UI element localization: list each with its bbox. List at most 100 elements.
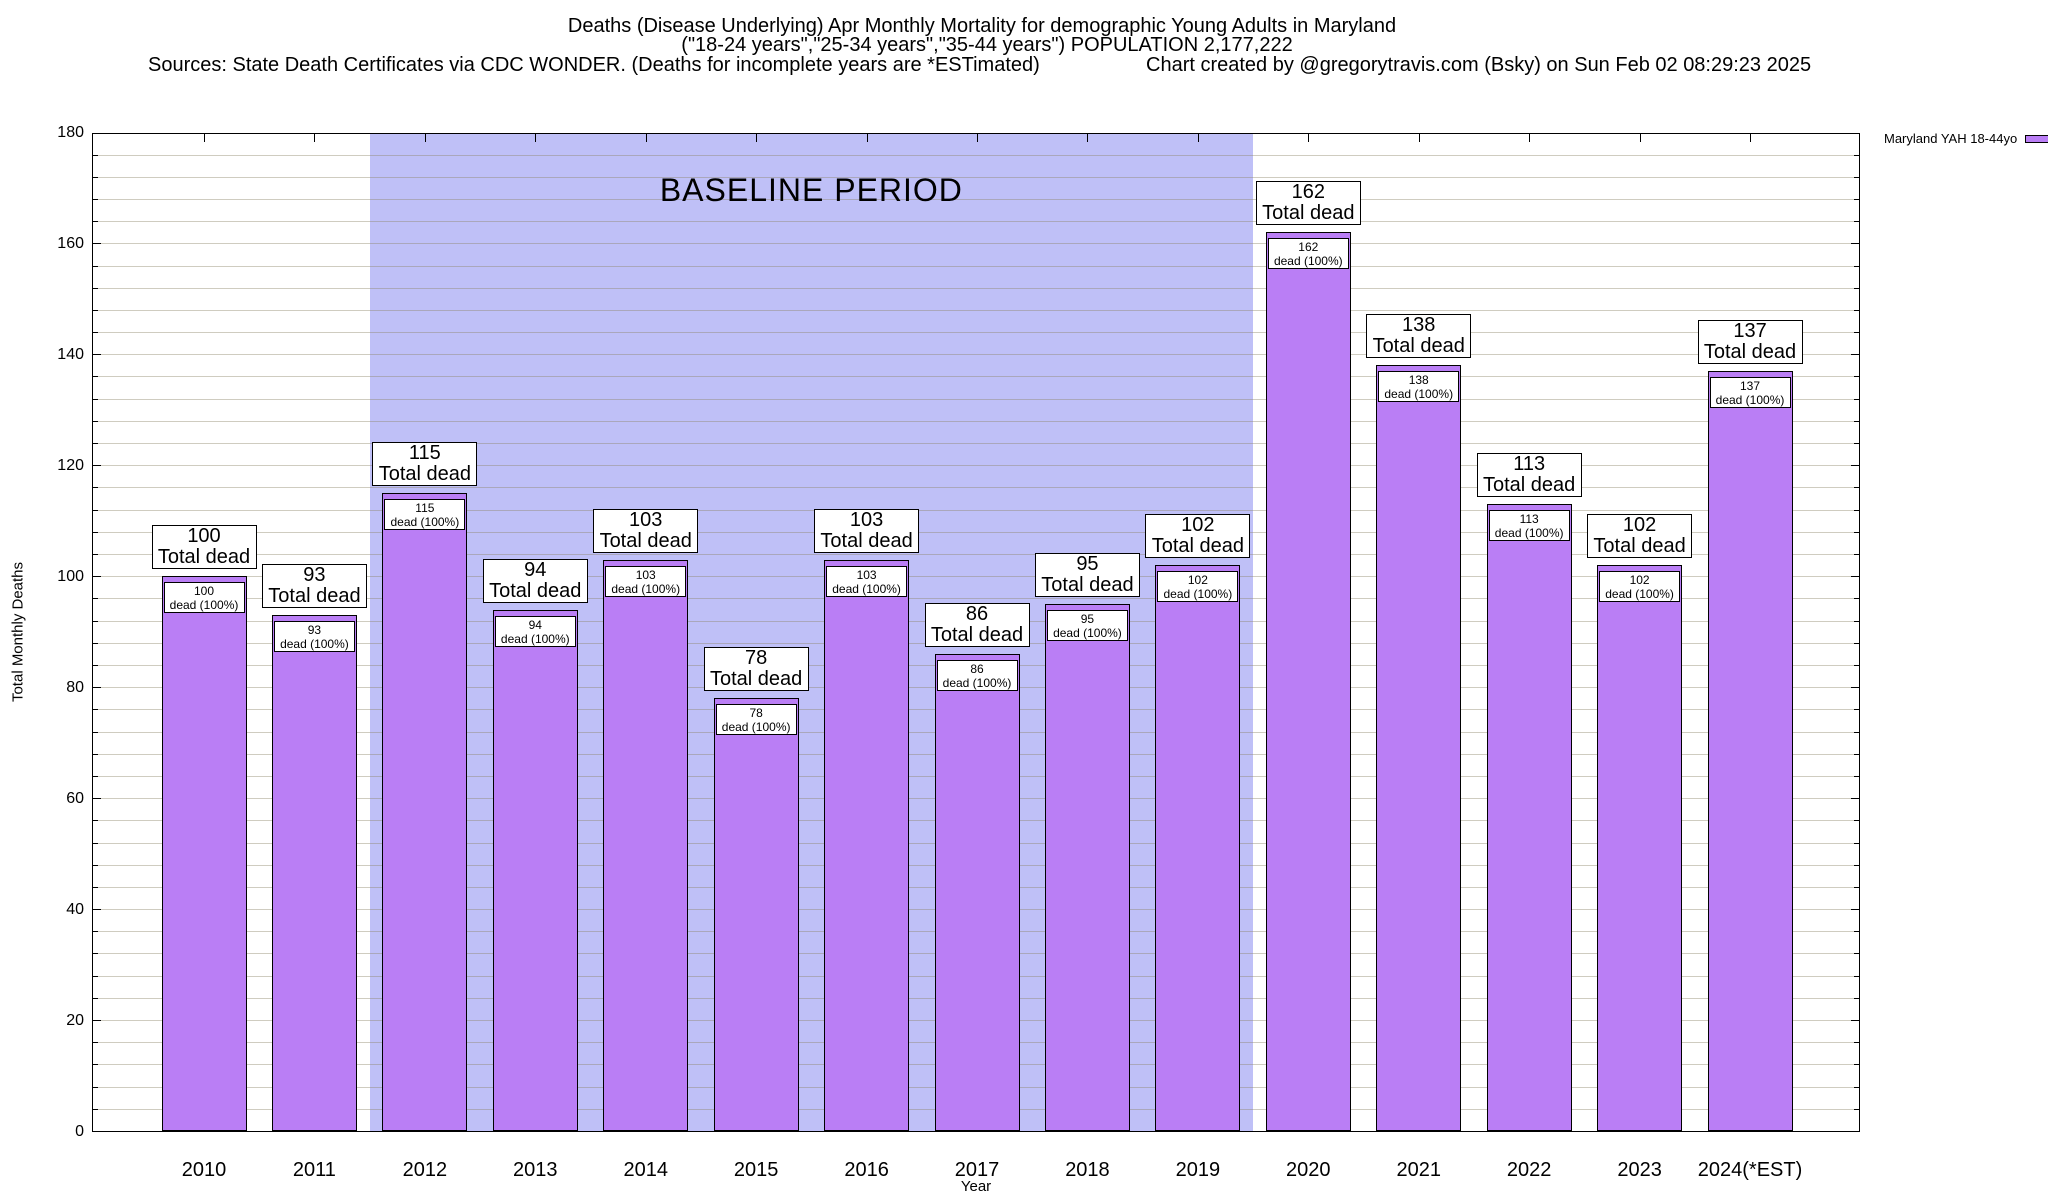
bar: 78 dead (100%) <box>713 698 799 1131</box>
bar-total-label: 94 Total dead <box>482 558 588 603</box>
bar-total-label: 95 Total dead <box>1034 552 1140 597</box>
gridline <box>93 287 1859 289</box>
y-tick-left <box>93 775 98 777</box>
y-tick-left <box>93 1108 98 1110</box>
bar-total-label: 100 Total dead <box>151 525 257 570</box>
bar-total-label: 115 Total dead <box>372 441 478 486</box>
y-tick-right <box>1854 931 1859 933</box>
y-tick-right <box>1854 265 1859 267</box>
bar-inner-label: 100 dead (100%) <box>163 582 245 614</box>
y-tick-left <box>93 154 98 156</box>
bar-total-value: 86 <box>965 602 989 625</box>
bar: 103 dead (100%) <box>603 559 689 1131</box>
bar-inner-text: dead (100%) <box>1715 392 1785 407</box>
y-tick-label: 100 <box>57 567 84 585</box>
bar-inner-text: dead (100%) <box>942 675 1012 690</box>
bar-inner-label: 115 dead (100%) <box>384 498 466 530</box>
y-tick-right <box>1854 864 1859 866</box>
y-tick-left <box>93 909 101 911</box>
bar-total-value: 102 <box>1622 514 1657 537</box>
bar-inner-value: 113 <box>1519 512 1539 527</box>
x-tick-label: 2019 <box>1175 1159 1221 1181</box>
y-tick-label: 0 <box>75 1122 84 1140</box>
y-tick-right <box>1854 420 1859 422</box>
bar: 115 dead (100%) <box>382 492 468 1131</box>
x-tick-label: 2014 <box>623 1159 668 1181</box>
y-tick-left <box>93 1020 101 1022</box>
y-tick-right <box>1854 287 1859 289</box>
gridline <box>93 398 1859 400</box>
y-tick-right <box>1854 376 1859 378</box>
y-tick-left <box>93 509 98 511</box>
gridline <box>93 531 1859 533</box>
bar-inner-text: dead (100%) <box>390 514 460 529</box>
bar-total-label: 93 Total dead <box>261 564 367 609</box>
y-tick-left <box>93 354 101 356</box>
bar-total-value: 162 <box>1291 181 1325 204</box>
y-tick-right <box>1854 487 1859 489</box>
gridline <box>93 309 1859 311</box>
y-tick-left <box>93 576 101 578</box>
gridline <box>93 576 1859 578</box>
y-tick-label: 160 <box>57 234 84 252</box>
x-tick-top <box>1197 134 1199 142</box>
y-tick-left <box>93 1042 98 1044</box>
y-tick-right <box>1851 465 1859 467</box>
y-tick-left <box>93 265 98 267</box>
y-tick-right <box>1854 842 1859 844</box>
y-tick-left <box>93 332 98 334</box>
bar: 94 dead (100%) <box>492 609 578 1131</box>
y-tick-left <box>93 620 98 622</box>
x-tick-top <box>424 134 426 142</box>
x-axis-title: Year <box>960 1178 992 1195</box>
bar: 102 dead (100%) <box>1597 565 1683 1131</box>
x-tick-label: 2012 <box>402 1159 448 1181</box>
bar-inner-label: 103 dead (100%) <box>826 565 908 597</box>
bar-total-text: Total dead <box>157 546 251 569</box>
y-tick-label: 40 <box>66 900 84 918</box>
bar-total-label: 86 Total dead <box>924 602 1030 647</box>
y-tick-left <box>93 709 98 711</box>
y-tick-label: 140 <box>57 345 84 363</box>
x-tick-top <box>756 134 758 142</box>
x-tick-label: 2023 <box>1617 1159 1662 1181</box>
bar-inner-label: 113 dead (100%) <box>1488 510 1570 542</box>
y-tick-left <box>93 886 98 888</box>
bar-total-text: Total dead <box>1262 202 1355 225</box>
bar-inner-label: 138 dead (100%) <box>1378 371 1460 403</box>
bar-inner-label: 137 dead (100%) <box>1709 376 1791 408</box>
y-tick-left <box>93 997 98 999</box>
bar: 86 dead (100%) <box>934 653 1020 1131</box>
bar-inner-label: 78 dead (100%) <box>715 704 797 736</box>
plot-area: BASELINE PERIOD 100 dead (100%) 100 Total de… <box>92 133 1860 1132</box>
bar-inner-text: dead (100%) <box>1605 587 1674 602</box>
bar-inner-value: 86 <box>970 661 984 676</box>
bar-inner-value: 103 <box>856 567 877 582</box>
bar-inner-label: 162 dead (100%) <box>1267 238 1349 270</box>
bar-total-text: Total dead <box>1372 335 1465 358</box>
y-tick-left <box>93 798 101 800</box>
y-tick-right <box>1854 509 1859 511</box>
bar-total-label: 103 Total dead <box>814 508 920 553</box>
bar-total-text: Total dead <box>1041 573 1134 596</box>
y-tick-left <box>93 1064 98 1066</box>
x-tick-label: 2013 <box>513 1159 558 1181</box>
x-tick-label: 2020 <box>1286 1159 1331 1181</box>
bar-inner-text: dead (100%) <box>832 581 901 596</box>
bar-total-text: Total dead <box>268 585 361 608</box>
bar-total-label: 102 Total dead <box>1145 514 1251 559</box>
x-tick-label: 2010 <box>181 1159 227 1181</box>
gridline <box>93 598 1859 600</box>
y-tick-right <box>1854 1108 1859 1110</box>
y-tick-right <box>1854 775 1859 777</box>
bar-inner-text: dead (100%) <box>169 598 239 613</box>
y-tick-label: 180 <box>57 124 84 141</box>
bar-inner-text: dead (100%) <box>1053 625 1122 640</box>
bar-inner-value: 138 <box>1408 373 1429 388</box>
y-tick-right <box>1854 443 1859 445</box>
y-tick-left <box>93 176 98 178</box>
y-tick-left <box>93 309 98 311</box>
x-tick-top <box>645 134 647 142</box>
y-tick-right <box>1854 975 1859 977</box>
bar-total-value: 93 <box>303 564 326 587</box>
